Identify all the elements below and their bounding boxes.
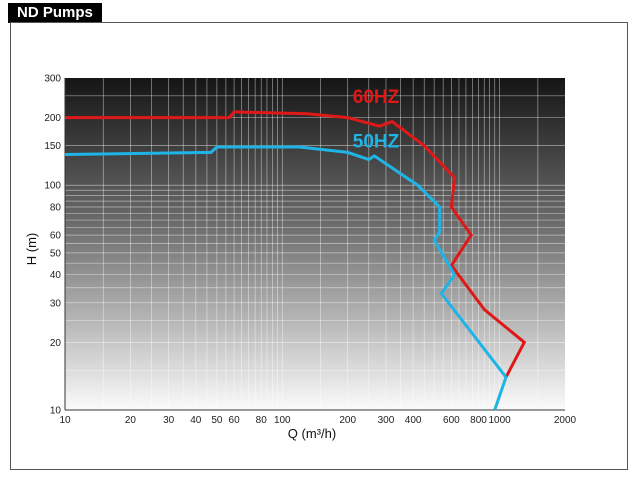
x-tick-label: 800: [470, 415, 487, 426]
x-tick-label: 400: [405, 415, 422, 426]
y-tick-label: 80: [50, 203, 62, 214]
series-label-50hz: 50HZ: [353, 132, 400, 153]
x-tick-label: 20: [125, 415, 137, 426]
x-tick-label: 40: [190, 415, 202, 426]
y-tick-label: 200: [44, 113, 61, 124]
y-tick-label: 10: [50, 406, 62, 417]
x-tick-label: 2000: [554, 415, 577, 426]
x-tick-label: 50: [211, 415, 223, 426]
y-tick-label: 50: [50, 248, 62, 259]
y-tick-label: 300: [44, 74, 61, 85]
x-tick-label: 200: [339, 415, 356, 426]
y-tick-label: 60: [50, 231, 62, 242]
labels: 10 20 30 40 50 60 80 100 200 300 400 600 800 1000 2000…: [24, 74, 577, 442]
x-tick-label: 80: [256, 415, 268, 426]
plot-area: [65, 78, 565, 410]
series-line-50hz: [64, 145, 508, 411]
y-tick-label: 150: [44, 141, 61, 152]
axes: [64, 78, 565, 411]
series-label-60hz: 60HZ: [353, 87, 400, 108]
chart-frame: [10, 22, 628, 470]
y-tick-label: 40: [50, 270, 62, 281]
y-axis-title: H (m): [24, 233, 39, 266]
x-tick-label: 60: [229, 415, 241, 426]
x-axis-title: Q (m³/h): [288, 426, 336, 441]
x-tick-label: 30: [163, 415, 175, 426]
y-tick-label: 20: [50, 338, 62, 349]
series: [64, 110, 527, 411]
series-line-60hz: [65, 110, 527, 378]
x-tick-label: 600: [443, 415, 460, 426]
y-tick-label: 30: [50, 298, 62, 309]
x-tick-label: 300: [378, 415, 395, 426]
x-tick-label: 1000: [488, 415, 511, 426]
y-tick-label: 100: [44, 181, 61, 192]
x-tick-label: 10: [59, 415, 71, 426]
grid: [65, 78, 565, 410]
x-tick-label: 100: [274, 415, 291, 426]
page-title: ND Pumps: [8, 3, 102, 23]
